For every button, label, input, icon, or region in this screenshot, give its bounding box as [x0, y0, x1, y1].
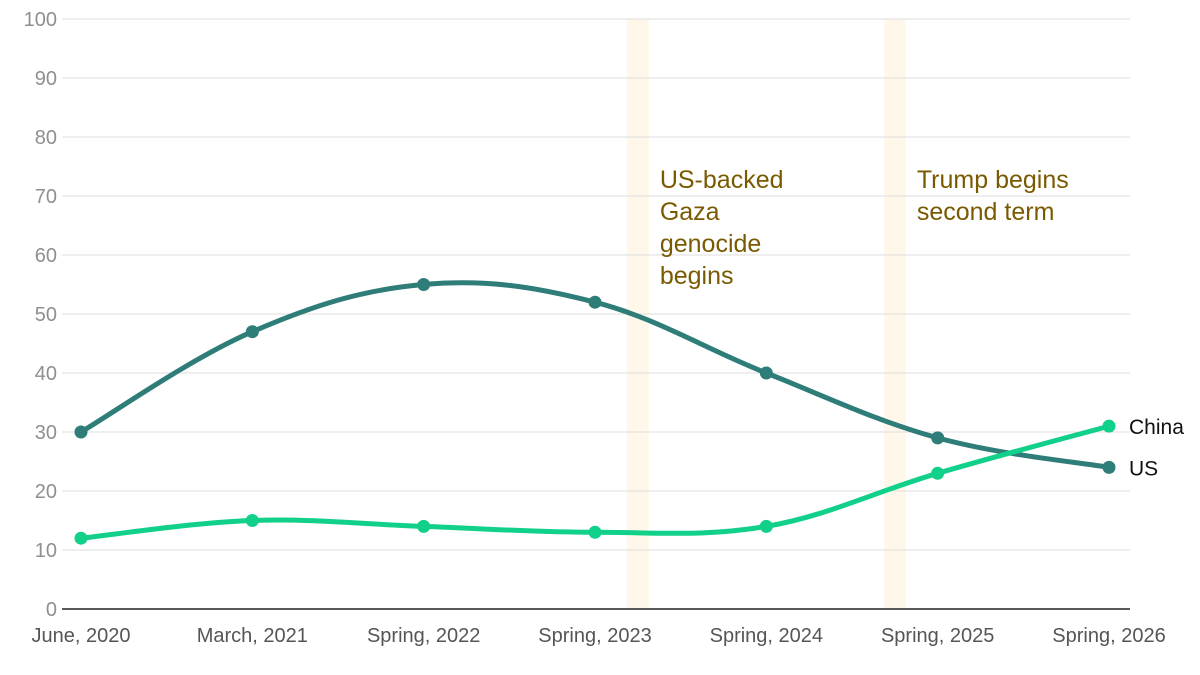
x-tick-label: Spring, 2025 — [881, 625, 994, 647]
series-label-china: China — [1129, 416, 1184, 439]
annotation-text-1: Gaza — [660, 198, 720, 226]
y-tick-label: 30 — [35, 422, 57, 444]
annotation-text-2: Trump begins — [917, 166, 1069, 194]
x-tick-label: Spring, 2023 — [538, 625, 651, 647]
y-tick-label: 90 — [35, 68, 57, 90]
data-point-us — [245, 325, 259, 339]
series-label-us: US — [1129, 457, 1158, 480]
x-axis-ticks: June, 2020 March, 2021 Spring, 2022 Spring,… — [32, 625, 1166, 647]
data-point-china — [74, 531, 88, 545]
y-tick-label: 80 — [35, 127, 57, 149]
y-tick-label: 20 — [35, 481, 57, 503]
y-tick-label: 50 — [35, 304, 57, 326]
series-lines — [74, 278, 1116, 545]
data-point-us — [588, 295, 602, 309]
annotation-text-1: genocide — [660, 230, 761, 258]
data-point-china — [245, 514, 259, 527]
data-point-us — [1102, 460, 1116, 474]
data-point-china — [759, 519, 773, 533]
annotation-text-1: US-backed — [660, 166, 784, 194]
data-point-china — [1102, 419, 1116, 433]
y-tick-label: 10 — [35, 540, 57, 562]
x-tick-label: Spring, 2026 — [1052, 625, 1165, 647]
annotation-text-1: begins — [660, 262, 734, 290]
data-point-china — [588, 525, 602, 539]
y-tick-label: 100 — [24, 9, 57, 31]
data-point-us — [74, 425, 88, 439]
x-tick-label: Spring, 2022 — [367, 625, 480, 647]
data-point-china — [931, 466, 945, 480]
series-labels: US China — [1129, 416, 1184, 480]
series-line-us — [78, 280, 1112, 470]
data-point-us — [417, 278, 431, 291]
data-point-us — [931, 431, 945, 445]
annotation-text-2: second term — [917, 198, 1055, 226]
x-tick-label: June, 2020 — [32, 625, 131, 647]
x-tick-label: Spring, 2024 — [710, 625, 823, 647]
y-tick-label: 60 — [35, 245, 57, 267]
annotations: US-backed Gaza genocide begins Trump begins s… — [660, 166, 1069, 290]
data-point-us — [759, 366, 773, 380]
y-tick-label: 0 — [46, 599, 57, 621]
y-tick-label: 70 — [35, 186, 57, 208]
data-point-china — [417, 519, 431, 533]
y-axis-ticks: 0 10 20 30 40 50 60 70 80 90 100 — [24, 9, 57, 621]
x-tick-label: March, 2021 — [197, 625, 308, 647]
gridlines — [62, 18, 1130, 610]
y-tick-label: 40 — [35, 363, 57, 385]
